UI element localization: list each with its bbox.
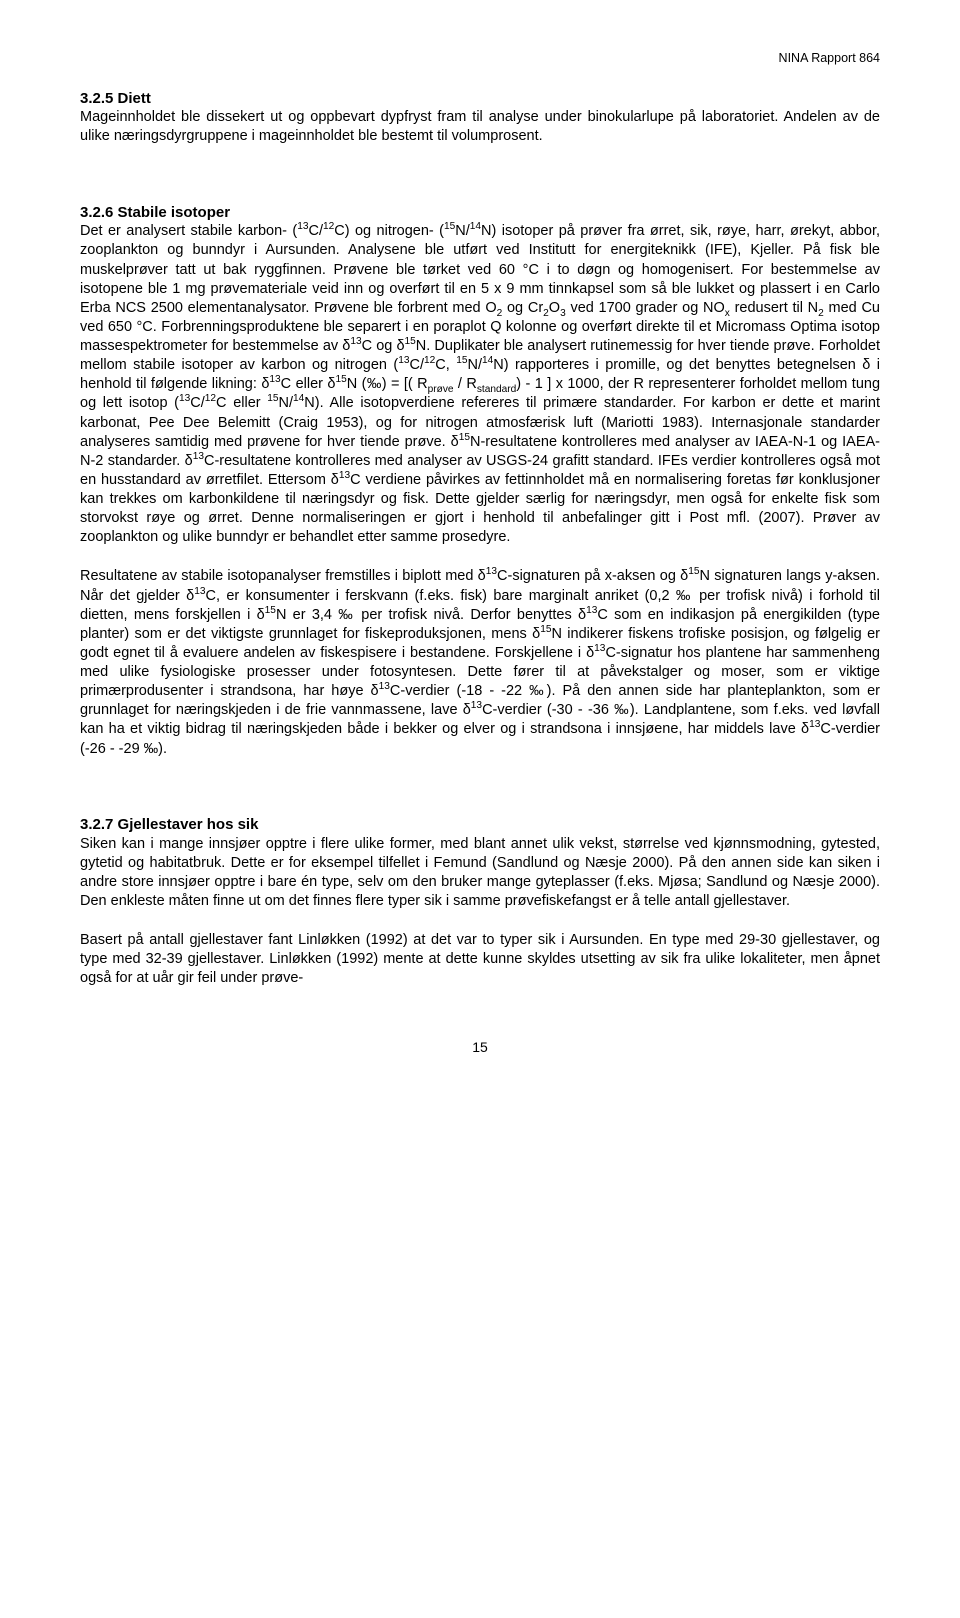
section-327-body2: Basert på antall gjellestaver fant Linlø… <box>80 931 880 988</box>
section-327-heading: 3.2.7 Gjellestaver hos sik <box>80 815 880 835</box>
report-reference: NINA Rapport 864 <box>80 50 880 67</box>
section-325-heading: 3.2.5 Diett <box>80 89 880 109</box>
section-326-body1: Det er analysert stabile karbon- (13C/12… <box>80 222 880 547</box>
section-325-body: Mageinnholdet ble dissekert ut og oppbev… <box>80 108 880 146</box>
page-number: 15 <box>80 1038 880 1056</box>
section-326-heading: 3.2.6 Stabile isotoper <box>80 203 880 223</box>
section-326-body2: Resultatene av stabile isotopanalyser fr… <box>80 567 880 758</box>
section-327-body1: Siken kan i mange innsjøer opptre i fler… <box>80 835 880 912</box>
